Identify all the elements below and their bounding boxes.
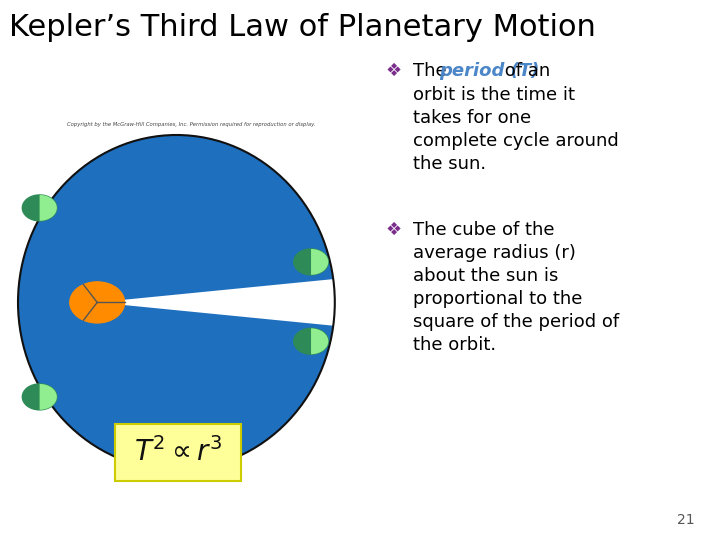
Circle shape — [70, 282, 125, 323]
Wedge shape — [311, 328, 328, 354]
Polygon shape — [18, 171, 97, 434]
Text: ❖: ❖ — [385, 221, 401, 239]
Wedge shape — [40, 384, 57, 410]
Wedge shape — [311, 249, 328, 275]
Text: 21: 21 — [678, 512, 695, 526]
Circle shape — [294, 249, 328, 275]
Text: The cube of the
average radius (r)
about the sun is
proportional to the
square o: The cube of the average radius (r) about… — [413, 221, 618, 354]
FancyBboxPatch shape — [115, 424, 241, 481]
Wedge shape — [40, 195, 57, 221]
Circle shape — [22, 195, 57, 221]
Polygon shape — [18, 135, 333, 470]
Circle shape — [22, 384, 57, 410]
Text: Copyright by the McGraw-Hill Companies, Inc. Permission required for reproductio: Copyright by the McGraw-Hill Companies, … — [66, 122, 315, 127]
Text: The: The — [413, 62, 452, 80]
Text: period (T): period (T) — [439, 62, 539, 80]
Text: of an: of an — [499, 62, 550, 80]
Text: orbit is the time it
takes for one
complete cycle around
the sun.: orbit is the time it takes for one compl… — [413, 86, 618, 173]
Circle shape — [294, 328, 328, 354]
Text: $T^2 \propto r^3$: $T^2 \propto r^3$ — [134, 437, 222, 467]
Text: Kepler’s Third Law of Planetary Motion: Kepler’s Third Law of Planetary Motion — [9, 14, 596, 43]
Text: ❖: ❖ — [385, 62, 401, 80]
Ellipse shape — [18, 135, 335, 470]
